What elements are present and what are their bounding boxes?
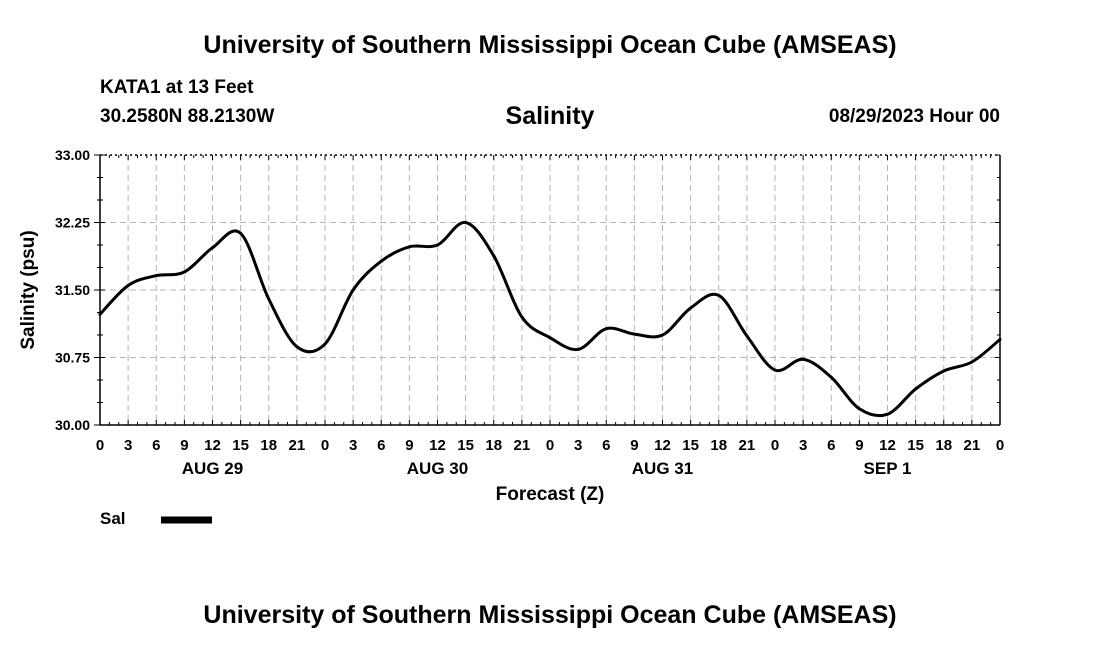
series-point bbox=[211, 246, 214, 250]
y-tick-label: 33.00 bbox=[55, 147, 90, 163]
x-tick-label: 0 bbox=[771, 437, 779, 454]
y-tick-label: 32.25 bbox=[55, 215, 90, 231]
x-tick-label: 21 bbox=[289, 437, 306, 454]
station-coordinates: 30.2580N 88.2130W bbox=[100, 106, 275, 127]
series-point bbox=[886, 412, 889, 416]
x-date-label: AUG 30 bbox=[407, 459, 468, 478]
init-time-label: 08/29/2023 Hour 00 bbox=[828, 106, 1000, 127]
x-tick-label: 12 bbox=[654, 437, 671, 454]
y-tick-label: 31.50 bbox=[55, 282, 90, 298]
x-tick-label: 3 bbox=[799, 437, 807, 454]
x-date-label: AUG 31 bbox=[632, 459, 693, 478]
series-point bbox=[745, 334, 749, 338]
x-tick-label: 18 bbox=[710, 437, 727, 454]
x-tick-label: 0 bbox=[546, 437, 554, 454]
chart-title: University of Southern Mississippi Ocean… bbox=[203, 31, 897, 59]
series-point bbox=[126, 284, 130, 287]
x-tick-label: 21 bbox=[964, 437, 981, 454]
series-point bbox=[267, 297, 271, 301]
grid-lines bbox=[100, 155, 1000, 425]
x-tick-label: 15 bbox=[457, 437, 474, 454]
x-tick-label: 0 bbox=[96, 437, 104, 454]
legend: Sal bbox=[100, 509, 212, 528]
x-tick-label: 6 bbox=[827, 437, 835, 454]
series-point bbox=[998, 338, 1002, 341]
x-tick-label: 9 bbox=[630, 437, 638, 454]
legend-label-sal: Sal bbox=[100, 509, 126, 528]
x-tick-label: 15 bbox=[907, 437, 924, 454]
x-tick-label: 12 bbox=[429, 437, 446, 454]
x-tick-label: 3 bbox=[124, 437, 132, 454]
y-axis-label: Salinity (psu) bbox=[18, 230, 39, 349]
series-point bbox=[464, 221, 468, 224]
series-point bbox=[857, 407, 861, 411]
x-tick-label: 15 bbox=[682, 437, 699, 454]
series-point bbox=[436, 243, 439, 247]
series-point bbox=[295, 345, 299, 349]
series-point bbox=[604, 327, 608, 331]
series-point bbox=[154, 274, 158, 277]
footer-title: University of Southern Mississippi Ocean… bbox=[203, 601, 897, 629]
x-tick-label: 9 bbox=[405, 437, 413, 454]
station-label: KATA1 at 13 Feet bbox=[100, 77, 254, 98]
x-axis-label: Forecast (Z) bbox=[496, 484, 605, 505]
series-point bbox=[661, 333, 664, 337]
x-tick-label: 6 bbox=[152, 437, 160, 454]
x-date-label: SEP 1 bbox=[864, 459, 912, 478]
x-tick-label: 12 bbox=[204, 437, 221, 454]
x-tick-label: 12 bbox=[879, 437, 896, 454]
series-point bbox=[182, 270, 186, 274]
series-point bbox=[717, 294, 721, 297]
series-point bbox=[407, 245, 411, 249]
x-tick-label: 9 bbox=[180, 437, 188, 454]
series-layer bbox=[98, 220, 1002, 418]
y-tick-label: 30.00 bbox=[55, 417, 90, 433]
series-point bbox=[492, 254, 496, 258]
variable-title: Salinity bbox=[505, 102, 595, 130]
series-point bbox=[829, 375, 833, 379]
x-tick-label: 0 bbox=[321, 437, 329, 454]
series-point bbox=[323, 342, 327, 346]
series-point bbox=[548, 336, 552, 340]
x-tick-label: 18 bbox=[485, 437, 502, 454]
series-point bbox=[239, 231, 243, 235]
series-point bbox=[98, 312, 102, 316]
x-date-label: AUG 29 bbox=[182, 459, 243, 478]
series-point bbox=[379, 259, 383, 263]
series-point bbox=[801, 357, 805, 361]
series-point bbox=[520, 315, 524, 319]
series-point bbox=[351, 288, 355, 292]
x-tick-label: 21 bbox=[514, 437, 531, 454]
series-point bbox=[689, 306, 693, 310]
x-tick-label: 3 bbox=[574, 437, 582, 454]
x-tick-label: 6 bbox=[377, 437, 385, 454]
series-point bbox=[773, 368, 777, 372]
y-tick-label: 30.75 bbox=[55, 350, 90, 366]
x-axis: 0 3 6 9 12 15 18 21 0 3 6 9 12 15 18 21 0 3 6 9 12 15 18 21 0 3 6 9… bbox=[96, 155, 1004, 478]
y-axis: 30.00 30.75 31.50 32.25 33.00 bbox=[55, 147, 1000, 433]
x-tick-label: 18 bbox=[260, 437, 277, 454]
x-tick-label: 21 bbox=[739, 437, 756, 454]
series-point bbox=[576, 348, 580, 351]
x-tick-label: 9 bbox=[855, 437, 863, 454]
series-point bbox=[942, 369, 946, 373]
series-point bbox=[632, 332, 636, 336]
series-point bbox=[914, 387, 918, 391]
x-tick-label: 6 bbox=[602, 437, 610, 454]
x-tick-label: 0 bbox=[996, 437, 1004, 454]
x-tick-label: 3 bbox=[349, 437, 357, 454]
x-tick-label: 18 bbox=[935, 437, 952, 454]
series-point bbox=[970, 360, 974, 364]
x-tick-label: 15 bbox=[232, 437, 249, 454]
